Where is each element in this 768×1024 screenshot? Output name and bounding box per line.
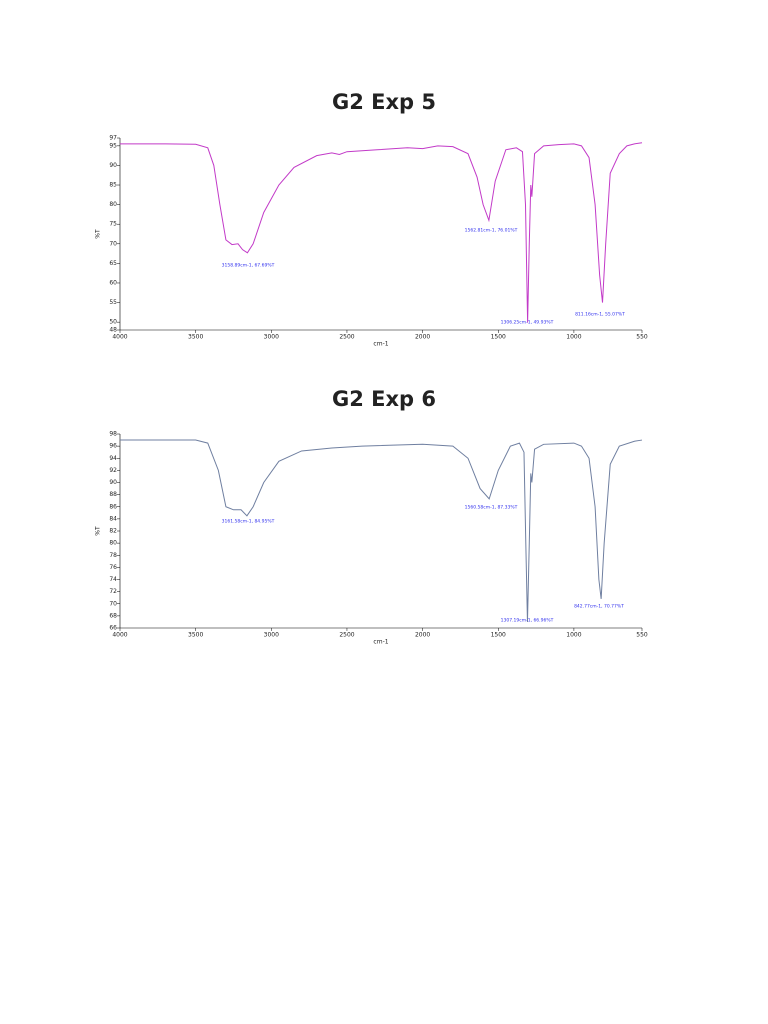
peak-annotation: 842.77cm-1, 70.77%T [574,604,624,610]
y-tick-label: 86 [109,503,117,510]
x-tick-label: 2000 [415,334,430,341]
y-tick-label: 68 [109,612,117,619]
x-tick-label: 1000 [566,632,581,639]
x-axis-label: cm-1 [373,341,388,348]
y-tick-label: 76 [109,564,117,571]
x-tick-label: 550 [636,632,648,639]
y-axis-label: %T [95,229,102,239]
peak-annotation: 1307.19cm-1, 66.96%T [501,618,554,624]
x-tick-label: 1500 [491,334,506,341]
y-tick-label: 75 [109,221,117,228]
y-tick-label: 95 [109,142,117,149]
y-tick-label: 90 [109,479,117,486]
peak-annotation: 1306.25cm-1, 49.93%T [501,320,554,326]
x-tick-label: 3500 [188,334,203,341]
y-tick-label: 78 [109,552,117,559]
x-tick-label: 2000 [415,632,430,639]
x-tick-label: 3000 [264,632,279,639]
y-tick-label: 55 [109,299,117,306]
y-tick-label: 96 [109,443,117,450]
chart-title: G2 Exp 6 [332,387,436,411]
x-tick-label: 3500 [188,632,203,639]
x-tick-label: 4000 [112,334,127,341]
y-tick-label: 74 [109,576,117,583]
peak-annotation: 811.16cm-1, 55.07%T [575,312,625,318]
y-tick-label: 50 [109,319,117,326]
x-tick-label: 3000 [264,334,279,341]
y-tick-label: 94 [109,455,117,462]
y-axis-label: %T [95,526,102,536]
y-tick-label: 90 [109,162,117,169]
y-tick-label: 85 [109,182,117,189]
x-tick-label: 1000 [566,334,581,341]
peak-annotation: 3161.58cm-1, 84.95%T [222,519,275,525]
y-tick-label: 60 [109,279,117,286]
y-tick-label: 65 [109,260,117,267]
y-tick-label: 84 [109,515,117,522]
y-tick-label: 80 [109,540,117,547]
chart-title: G2 Exp 5 [332,90,436,114]
x-tick-label: 2500 [339,632,354,639]
y-tick-label: 70 [109,240,117,247]
y-tick-label: 82 [109,528,117,535]
y-tick-label: 72 [109,588,117,595]
spectrum-line [120,439,643,622]
y-tick-label: 97 [109,135,117,142]
peak-annotation: 1560.58cm-1, 87.33%T [465,505,518,511]
spectrum-line [120,142,643,323]
y-tick-label: 88 [109,491,117,498]
y-tick-label: 98 [109,431,117,438]
peak-annotation: 3158.89cm-1, 67.69%T [222,263,275,269]
y-tick-label: 70 [109,600,117,607]
y-tick-label: 66 [109,625,117,632]
y-tick-label: 48 [109,327,117,334]
x-axis-label: cm-1 [373,639,388,646]
x-tick-label: 1500 [491,632,506,639]
x-tick-label: 550 [636,334,648,341]
y-tick-label: 92 [109,467,117,474]
x-tick-label: 4000 [112,632,127,639]
peak-annotation: 1562.81cm-1, 76.01%T [465,228,518,234]
y-tick-label: 80 [109,201,117,208]
x-tick-label: 2500 [339,334,354,341]
